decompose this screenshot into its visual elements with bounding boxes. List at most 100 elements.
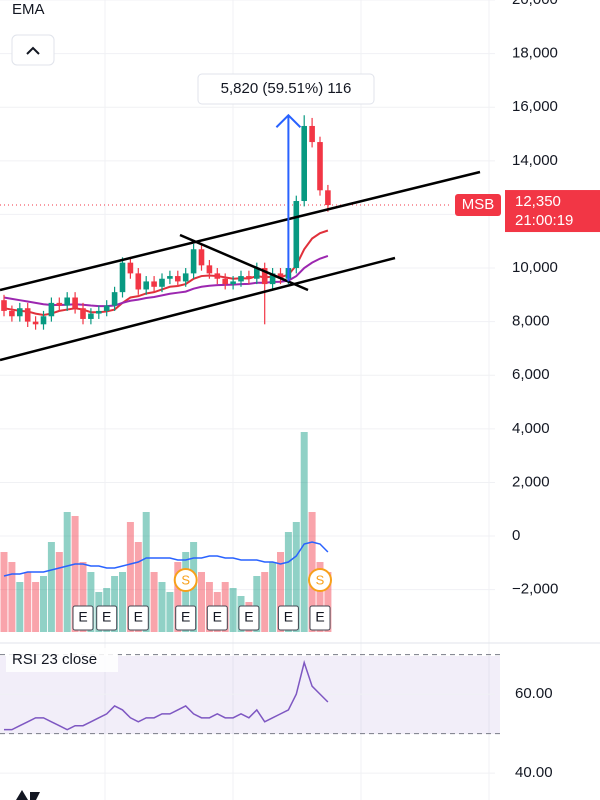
volume-bar: [142, 512, 150, 632]
candle-body: [103, 305, 110, 311]
candle-body: [143, 281, 149, 290]
y-tick-label: 20,000: [512, 0, 558, 8]
arrow-head: [275, 113, 302, 128]
dividend-label: S: [316, 572, 325, 587]
volume-bar: [284, 532, 292, 632]
candle-body: [24, 308, 31, 322]
earnings-label: E: [284, 609, 293, 625]
earnings-label: E: [213, 609, 222, 625]
candle-body: [17, 308, 23, 317]
volume-bar: [316, 562, 324, 632]
candle-body: [9, 310, 15, 317]
volume-bar: [47, 542, 55, 632]
logo: [16, 790, 40, 800]
volume-bar: [87, 572, 95, 632]
volume-bar: [55, 552, 63, 632]
earnings-marker: [277, 605, 299, 631]
earnings-label: E: [315, 609, 324, 625]
y-tick-label: 0: [512, 527, 520, 544]
candle-body: [317, 142, 323, 191]
candle-body: [175, 276, 181, 282]
candle-body: [230, 281, 236, 285]
y-tick-label: 2,000: [512, 473, 550, 490]
volume-bar: [8, 562, 16, 632]
symbol-tag: [455, 194, 501, 217]
candle-body: [269, 273, 276, 285]
candle-body: [96, 310, 102, 314]
candle-body: [182, 273, 189, 282]
candle-body: [1, 300, 7, 311]
candle-body: [159, 278, 165, 287]
y-tick-label: 10,000: [512, 259, 558, 276]
volume-bar: [63, 512, 71, 632]
candle-body: [119, 262, 126, 293]
chevron-icon: [26, 46, 40, 55]
volume-bar: [198, 572, 205, 632]
y-tick-label: 4,000: [512, 420, 550, 437]
candle-body: [261, 268, 268, 285]
volume-bar: [277, 552, 284, 632]
volume-bar: [126, 522, 134, 632]
ema-line: [3, 229, 329, 316]
earnings-marker: [72, 605, 94, 631]
volume-bar: [119, 572, 126, 632]
trend-line: [0, 170, 481, 292]
candle-body: [246, 276, 252, 279]
volume-bar: [253, 576, 261, 632]
volume-bar: [79, 562, 87, 632]
candle-body: [167, 276, 173, 279]
candle-body: [80, 308, 86, 319]
earnings-marker: [175, 605, 197, 631]
volume-bar: [111, 576, 119, 632]
volume-bar: [166, 592, 174, 632]
candle-body: [151, 281, 157, 287]
volume-bar: [40, 576, 47, 632]
earnings-marker: [127, 605, 149, 631]
y-tick-label: 18,000: [512, 45, 558, 62]
candle-body: [32, 321, 39, 325]
volume-bar: [134, 542, 142, 632]
volume-bar: [71, 516, 79, 632]
volume-bar: [269, 562, 277, 632]
rsi-title-bg: [6, 648, 118, 672]
rsi-title: RSI 23 close: [12, 651, 97, 668]
candle-body: [301, 125, 307, 202]
y-tick-label: 8,000: [512, 313, 550, 330]
collapse-button[interactable]: [11, 34, 55, 66]
candle-body: [206, 265, 213, 274]
candle-body: [325, 190, 331, 206]
candle-body: [222, 278, 228, 285]
earnings-label: E: [181, 609, 190, 625]
indicator-label: EMA: [12, 1, 45, 18]
volume-ma: [3, 541, 329, 577]
earnings-marker: [206, 605, 228, 631]
rsi-line: [4, 659, 329, 731]
last-price-label: 12,350: [515, 193, 561, 210]
earnings-label: E: [134, 609, 143, 625]
plot: [0, 0, 500, 774]
volume-bar: [32, 582, 40, 632]
candle-body: [111, 292, 118, 306]
symbol-label: MSB: [462, 196, 495, 213]
y-tick-label: 60.00: [515, 685, 553, 702]
volume-bar: [300, 432, 308, 632]
measure-box: [197, 73, 375, 105]
earnings-label: E: [78, 609, 87, 625]
overlay: 20,00018,00016,00014,00012,00010,0008,00…: [6, 0, 600, 781]
candle-body: [88, 313, 94, 319]
candle-body: [135, 273, 142, 290]
y-tick-label: 6,000: [512, 366, 550, 383]
dividend-marker: [173, 568, 198, 592]
candle-body: [238, 276, 244, 282]
volume-bar: [16, 582, 24, 632]
measure-label: 5,820 (59.51%) 116: [221, 80, 352, 97]
y-tick-label: 14,000: [512, 152, 558, 169]
candle-body: [72, 297, 78, 309]
y-tick-label: −2,000: [512, 581, 558, 598]
candle-body: [254, 268, 260, 279]
volume-bar: [174, 562, 182, 632]
earnings-marker: [238, 605, 260, 631]
volume-bar: [324, 572, 332, 632]
